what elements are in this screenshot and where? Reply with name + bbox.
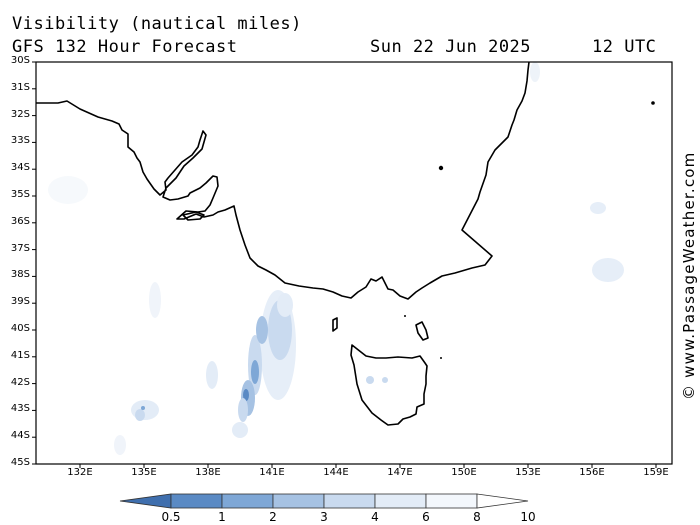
lat-label: 42S bbox=[10, 376, 30, 388]
lat-label: 37S bbox=[10, 242, 30, 254]
visibility-field bbox=[48, 62, 624, 455]
lon-label: 144E bbox=[323, 467, 349, 478]
plot-frame bbox=[35, 61, 673, 465]
lon-label: 150E bbox=[451, 467, 477, 478]
lat-label: 38S bbox=[10, 269, 30, 281]
lon-label: 153E bbox=[515, 467, 541, 478]
colorbar-label: 4 bbox=[371, 510, 379, 524]
king-island bbox=[332, 317, 338, 332]
vis-patch bbox=[243, 389, 249, 401]
vis-patch bbox=[530, 62, 540, 82]
vis-patch bbox=[382, 377, 388, 383]
colorbar-label: 10 bbox=[520, 510, 536, 524]
colorbar-label: 1 bbox=[218, 510, 226, 524]
lat-label: 35S bbox=[10, 189, 30, 200]
axis-ticks bbox=[32, 61, 657, 468]
vis-patch bbox=[238, 398, 248, 422]
colorbar-swatch bbox=[323, 493, 376, 509]
kangaroo-island bbox=[182, 211, 205, 221]
vis-patch bbox=[48, 176, 88, 204]
small-islands bbox=[404, 101, 655, 359]
colorbar-swatch bbox=[425, 493, 478, 509]
vis-patch bbox=[206, 361, 218, 389]
lat-label: 45S bbox=[10, 457, 30, 468]
vis-patch bbox=[592, 258, 624, 282]
vis-patch bbox=[135, 409, 145, 421]
colorbar-swatch bbox=[170, 493, 223, 509]
lon-label: 147E bbox=[387, 467, 413, 478]
lat-label: 30S bbox=[10, 55, 30, 66]
vis-patch bbox=[366, 376, 374, 384]
lord-howe-island bbox=[651, 101, 655, 105]
lon-label: 141E bbox=[259, 467, 285, 478]
lon-label: 135E bbox=[131, 467, 157, 478]
colorbar-label: 6 bbox=[422, 510, 430, 524]
colorbar bbox=[119, 493, 529, 509]
colorbar-swatch bbox=[119, 493, 172, 509]
lon-label: 138E bbox=[195, 467, 221, 478]
vis-patch bbox=[131, 400, 159, 420]
colorbar-label: 2 bbox=[269, 510, 277, 524]
colorbar-swatch bbox=[221, 493, 274, 509]
forecast-label: GFS 132 Hour Forecast bbox=[12, 37, 238, 57]
forecast-date: Sun 22 Jun 2025 bbox=[370, 37, 532, 57]
lat-label: 41S bbox=[10, 349, 30, 361]
colorbar-label: 3 bbox=[320, 510, 328, 524]
colorbar-label: 8 bbox=[473, 510, 481, 524]
lat-label: 40S bbox=[10, 323, 30, 334]
lat-label: 33S bbox=[10, 135, 30, 147]
lat-label: 39S bbox=[10, 296, 30, 308]
lat-label: 34S bbox=[10, 162, 30, 174]
lon-label: 156E bbox=[579, 467, 605, 478]
site-credit: © www.PassageWeather.com bbox=[680, 151, 698, 400]
colorbar-swatch bbox=[272, 493, 325, 509]
coastline bbox=[36, 62, 530, 426]
vis-patch bbox=[114, 435, 126, 455]
tasmania bbox=[350, 344, 428, 426]
vis-patch bbox=[149, 282, 161, 318]
lat-label: 36S bbox=[10, 215, 30, 227]
vis-patch bbox=[590, 202, 606, 214]
vis-patch bbox=[277, 293, 293, 317]
colorbar-label: 0.5 bbox=[161, 510, 181, 524]
islet bbox=[404, 315, 406, 317]
lat-label: 44S bbox=[10, 430, 30, 442]
lat-label: 32S bbox=[10, 108, 30, 120]
montague-island bbox=[438, 165, 444, 171]
vis-patch bbox=[232, 422, 248, 438]
flinders-island bbox=[415, 321, 429, 341]
lon-label: 132E bbox=[67, 467, 93, 478]
islet bbox=[440, 357, 442, 359]
vis-patch bbox=[256, 316, 268, 344]
vis-patch bbox=[141, 406, 145, 410]
lon-label: 159E bbox=[643, 467, 669, 478]
map-title: Visibility (nautical miles) bbox=[12, 14, 302, 34]
lat-label: 31S bbox=[10, 81, 30, 93]
lat-label: 43S bbox=[10, 403, 30, 415]
colorbar-swatch bbox=[476, 493, 529, 509]
vis-patch bbox=[251, 360, 259, 384]
australia-south-coast bbox=[36, 62, 530, 300]
forecast-time: 12 UTC bbox=[592, 37, 657, 57]
colorbar-swatch bbox=[374, 493, 427, 509]
